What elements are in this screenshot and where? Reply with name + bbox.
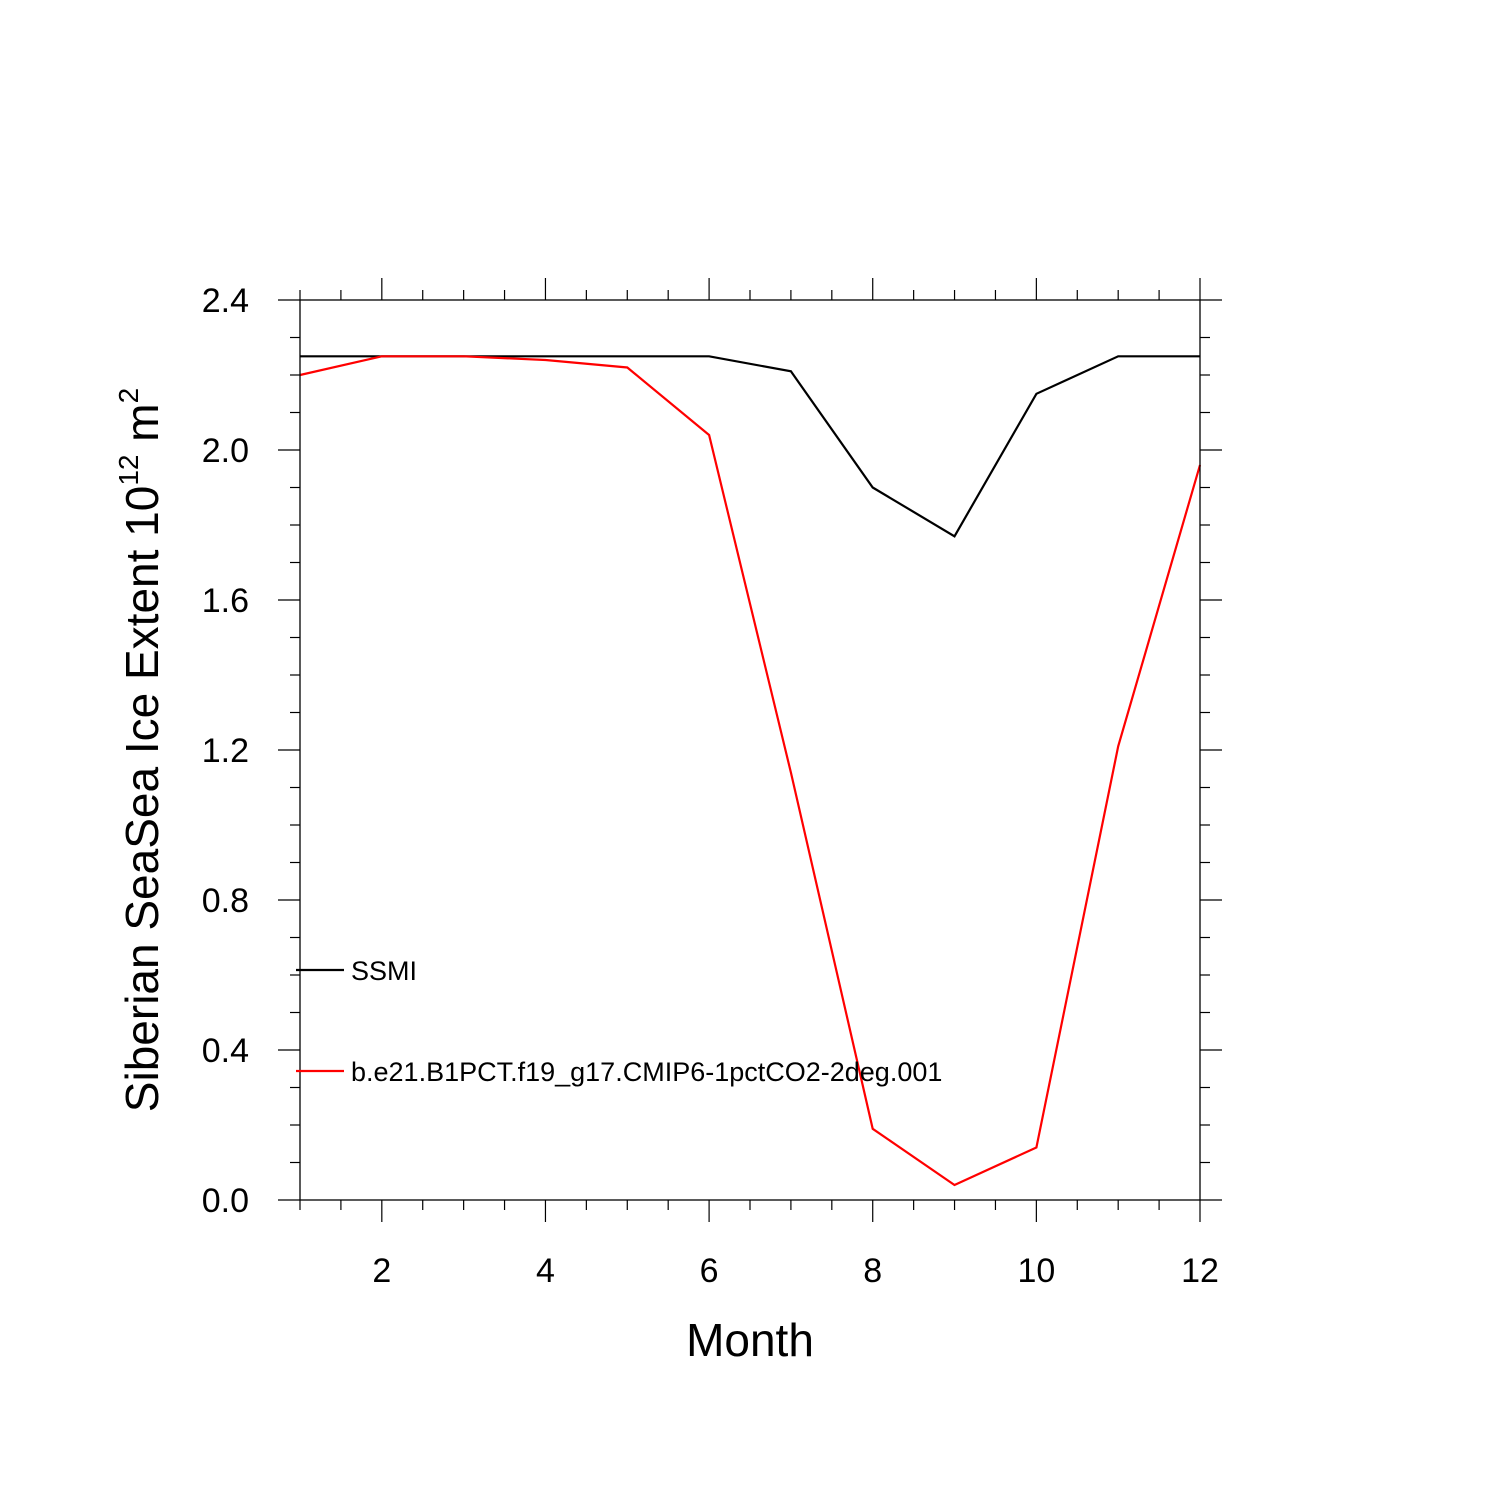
x-tick-label: 12 <box>1181 1252 1219 1290</box>
y-axis-label-unit: m <box>116 403 168 454</box>
y-axis-label-main: Siberian SeaSea Ice Extent 10 <box>116 486 168 1113</box>
y-axis-label-unit-exponent: 2 <box>113 388 144 404</box>
x-tick-label: 6 <box>700 1252 719 1290</box>
x-axis-label: Month <box>686 1314 814 1366</box>
y-tick-label: 0.4 <box>202 1032 249 1070</box>
y-axis-label-exponent: 12 <box>113 455 144 486</box>
y-tick-label: 1.2 <box>202 732 249 770</box>
series-lines <box>299 355 1202 1187</box>
x-tick-label: 10 <box>1017 1252 1055 1290</box>
axis-ticks <box>278 278 1222 1222</box>
legend-label: b.e21.B1PCT.f19_g17.CMIP6-1pctCO2-2deg.0… <box>351 1057 942 1087</box>
y-tick-label: 1.6 <box>202 582 249 620</box>
y-axis-label: Siberian SeaSea Ice Extent 1012 m2 <box>113 388 168 1112</box>
tick-labels: 2 4 6 8 10 12 0.0 0.4 0.8 1.2 1.6 2.0 2.4 <box>202 282 1219 1290</box>
series-line-model <box>299 355 1202 1187</box>
y-tick-label: 0.8 <box>202 882 249 920</box>
x-tick-label: 2 <box>372 1252 391 1290</box>
x-tick-label: 8 <box>863 1252 882 1290</box>
plot-frame <box>299 299 1201 1201</box>
legend: SSMI b.e21.B1PCT.f19_g17.CMIP6-1pctCO2-2d… <box>296 956 942 1087</box>
y-tick-label: 2.4 <box>202 282 249 320</box>
y-tick-label: 0.0 <box>202 1182 249 1220</box>
y-tick-label: 2.0 <box>202 432 249 470</box>
legend-label: SSMI <box>351 956 417 986</box>
series-line-ssmi <box>300 355 1200 538</box>
x-tick-label: 4 <box>536 1252 555 1290</box>
